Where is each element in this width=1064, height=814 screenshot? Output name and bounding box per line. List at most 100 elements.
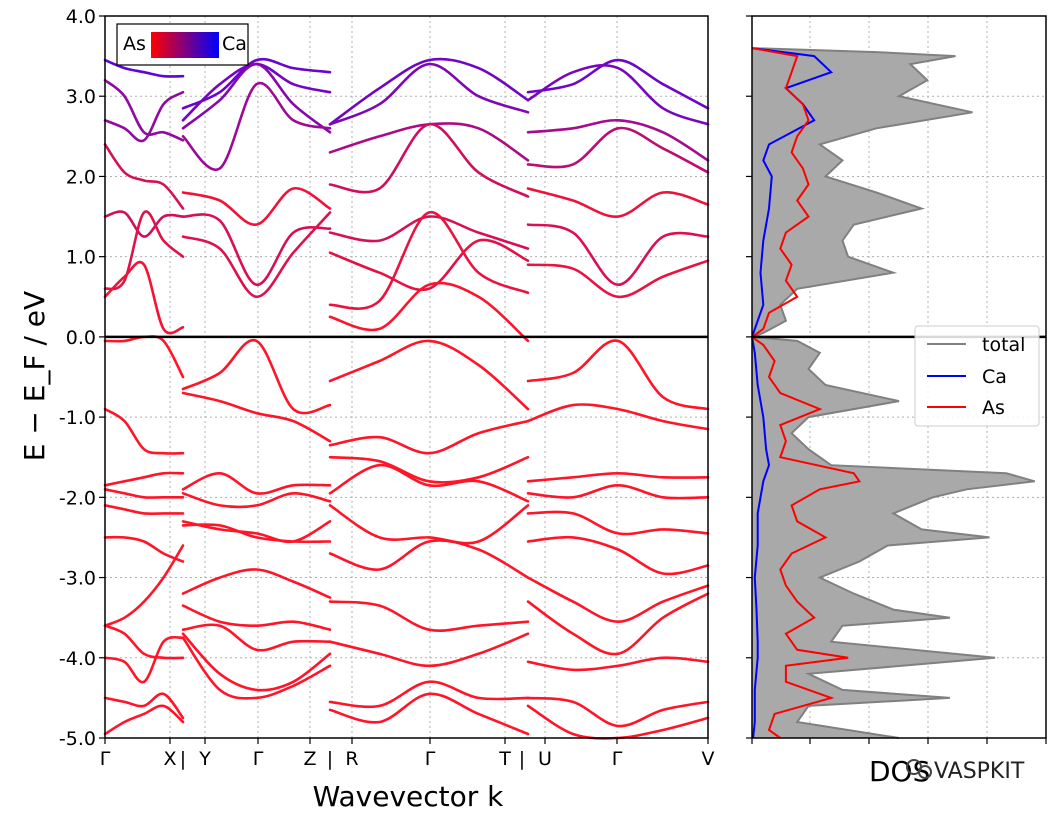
- k-path-separator: |: [327, 748, 333, 770]
- dos-axis-title: DOS: [869, 755, 930, 788]
- band-line: [328, 62, 530, 126]
- k-point-label: U: [538, 748, 552, 770]
- watermark: VASPKIT: [906, 759, 1025, 784]
- band-line: [103, 704, 185, 736]
- band-line: [328, 211, 530, 310]
- y-axis-title: E − E_F / eV: [18, 291, 51, 461]
- band-line: [526, 704, 710, 740]
- band-line: [103, 488, 185, 499]
- band-line: [526, 118, 710, 162]
- dos-plot-frame: [751, 15, 1047, 739]
- band-line: [526, 223, 710, 287]
- k-point-label: Γ: [612, 748, 623, 770]
- band-line: [181, 57, 332, 110]
- y-tick-label: -1.0: [59, 407, 96, 429]
- band-line: [181, 623, 332, 652]
- band-line: [328, 539, 530, 579]
- k-point-label: Z: [303, 748, 316, 770]
- y-tick-label: 3.0: [66, 86, 96, 108]
- band-line: [526, 403, 710, 431]
- band-lines: [103, 57, 710, 740]
- band-line: [328, 692, 530, 736]
- band-line: [526, 696, 710, 728]
- band-line: [103, 407, 185, 455]
- band-line: [103, 624, 185, 660]
- legend-label-ca: Ca: [982, 366, 1007, 388]
- k-point-label: X: [163, 748, 176, 770]
- band-line: [181, 81, 332, 171]
- band-line: [181, 632, 332, 692]
- band-line: [103, 78, 185, 142]
- k-point-label: Γ: [253, 748, 264, 770]
- band-line: [526, 58, 710, 110]
- band-line: [103, 535, 185, 563]
- colorbar-legend: As Ca: [116, 23, 249, 66]
- band-line: [328, 632, 530, 668]
- band-line: [181, 391, 332, 443]
- dos-line-total: [751, 47, 1035, 739]
- band-line: [328, 680, 530, 709]
- band-line: [103, 210, 185, 291]
- y-tick-label: -2.0: [59, 487, 96, 509]
- y-tick-label: -5.0: [59, 728, 96, 750]
- band-line: [181, 213, 332, 286]
- band-line: [181, 187, 332, 226]
- y-tick-label: 2.0: [66, 166, 96, 188]
- band-line: [328, 339, 530, 411]
- k-point-label: Y: [198, 748, 211, 770]
- k-path-separator: |: [180, 748, 186, 770]
- band-line: [526, 259, 710, 299]
- band-line: [181, 604, 332, 631]
- band-line: [181, 471, 332, 495]
- band-line: [328, 504, 530, 545]
- band-line: [181, 568, 332, 599]
- band-line: [526, 64, 710, 126]
- band-line: [103, 635, 185, 684]
- dos-line-as: [750, 47, 862, 739]
- band-line: [328, 455, 530, 484]
- band-line: [526, 483, 710, 500]
- band-line: [328, 57, 530, 126]
- legend-label-as: As: [982, 397, 1005, 419]
- band-line: [328, 463, 530, 503]
- band-line: [103, 544, 185, 627]
- band-line: [526, 535, 710, 576]
- band-grid: [105, 15, 708, 739]
- colorbar-left-label: As: [123, 33, 146, 55]
- k-point-label: V: [702, 748, 715, 770]
- band-line: [328, 122, 530, 162]
- y-tick-label: -3.0: [59, 568, 96, 590]
- k-point-label: Γ: [425, 748, 436, 770]
- dos-area-total: [752, 48, 1035, 739]
- legend-label-total: total: [982, 334, 1025, 356]
- k-path-separator: |: [519, 748, 525, 770]
- k-point-label: Γ: [100, 748, 111, 770]
- dos-series: [750, 47, 1035, 739]
- band-line: [103, 471, 185, 487]
- band-line: [328, 600, 530, 632]
- band-line: [526, 510, 710, 536]
- band-line: [526, 339, 710, 411]
- watermark-text: VASPKIT: [934, 759, 1025, 784]
- band-line: [103, 90, 185, 143]
- y-tick-label: 4.0: [66, 6, 96, 28]
- band-line: [181, 211, 332, 299]
- y-axis-ticks: 4.0 3.0 2.0 1.0 0.0 -1.0 -2.0 -3.0 -4.0 -5.0: [59, 6, 752, 750]
- dos-axis-ticks: [751, 738, 1047, 744]
- band-line: [103, 504, 185, 515]
- band-line: [526, 592, 710, 656]
- band-line: [181, 338, 332, 415]
- band-line: [526, 576, 710, 624]
- dos-legend: total Ca As: [914, 325, 1040, 427]
- k-point-ticks: Γ X Y Γ Z R Γ T U Γ V | | |: [100, 738, 715, 770]
- band-line: [526, 656, 710, 672]
- band-line: [181, 636, 332, 700]
- band-line: [328, 215, 530, 250]
- y-tick-label: 1.0: [66, 247, 96, 269]
- colorbar-gradient: [151, 32, 219, 58]
- band-line: [103, 58, 185, 78]
- band-line: [103, 692, 185, 720]
- band-plot-frame: [104, 15, 709, 739]
- band-line: [103, 143, 185, 210]
